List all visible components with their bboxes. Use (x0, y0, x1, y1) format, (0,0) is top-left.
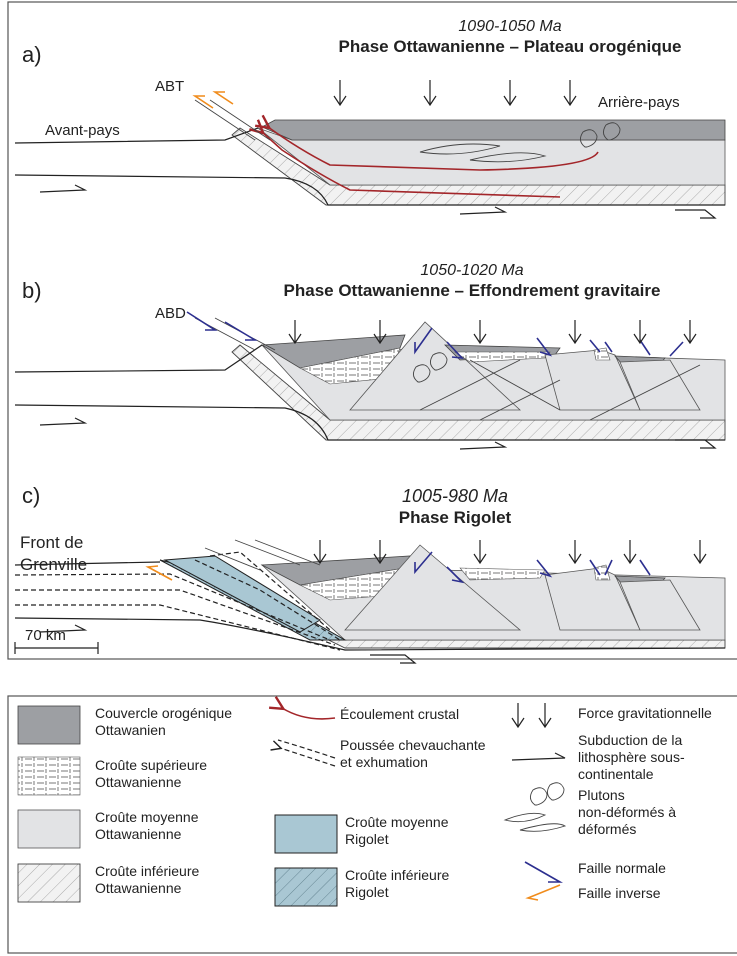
scale-label: 70 km (25, 627, 66, 644)
swatch (18, 757, 80, 795)
gravity-arrow (624, 540, 636, 563)
upper-crust (594, 565, 610, 580)
gravity-arrow (424, 80, 436, 105)
annotation: ABT (155, 78, 184, 95)
legend-label: Croûte supérieure (95, 757, 207, 773)
legend-label: déformés (578, 821, 636, 837)
annotation: Front de (20, 533, 83, 552)
gravity-arrow (334, 80, 346, 105)
swatch (525, 862, 560, 882)
swatch (512, 753, 565, 760)
legend-label: Couvercle orogénique (95, 705, 232, 721)
swatch (275, 868, 337, 906)
swatch (530, 783, 564, 805)
swatch (278, 740, 335, 766)
legend-label: Croûte moyenne (345, 814, 449, 830)
legend-label: Croûte inférieure (345, 867, 449, 883)
annotation: ABD (155, 305, 186, 322)
legend-label: Écoulement crustal (340, 706, 459, 722)
gravity-arrow (512, 703, 524, 727)
legend-label: Ottawanienne (95, 880, 182, 896)
annotation: Arrière-pays (598, 94, 680, 111)
swatch (282, 708, 335, 719)
legend-label: Plutons (578, 787, 625, 803)
foreland-line (15, 345, 262, 372)
panel-label: b) (22, 278, 42, 303)
panel-title: Phase Ottawanienne – Effondrement gravit… (284, 281, 661, 300)
panel-label: c) (22, 483, 40, 508)
swatch (275, 815, 337, 853)
legend-label: et exhumation (340, 754, 428, 770)
panel-age: 1050-1020 Ma (420, 262, 523, 279)
gravity-arrow (569, 540, 581, 563)
reverse-fault-arrow (148, 566, 172, 580)
gravity-arrow (289, 320, 301, 343)
upper-crust (460, 568, 545, 580)
panel-label: a) (22, 42, 42, 67)
gravity-arrow (474, 320, 486, 343)
gravity-arrow (564, 80, 576, 105)
gravity-arrow (314, 540, 326, 563)
legend-label: continentale (578, 766, 654, 782)
reverse-fault-arrow (195, 92, 233, 108)
legend-label: Croûte inférieure (95, 863, 199, 879)
panel-title: Phase Ottawanienne – Plateau orogénique (339, 37, 682, 56)
legend-label: Ottawanien (95, 722, 166, 738)
legend-label: Ottawanienne (95, 826, 182, 842)
legend-label: Rigolet (345, 884, 389, 900)
legend-label: Croûte moyenne (95, 809, 199, 825)
gravity-arrow (569, 320, 581, 343)
legend-label: Ottawanienne (95, 774, 182, 790)
panel-age: 1005-980 Ma (402, 486, 508, 506)
gravity-arrow (539, 703, 551, 727)
panel-c (15, 540, 725, 663)
gravity-arrow (504, 80, 516, 105)
upper-crust (594, 348, 610, 360)
legend-label: Rigolet (345, 831, 389, 847)
swatch (528, 885, 560, 900)
orogenic-lid (262, 120, 725, 140)
annotation: Avant-pays (45, 122, 120, 139)
gravity-arrow (694, 540, 706, 563)
legend-label: Subduction de la (578, 732, 683, 748)
swatch (18, 810, 80, 848)
legend-label: non-déformés à (578, 804, 676, 820)
gravity-arrow (474, 540, 486, 563)
swatch (18, 864, 80, 902)
annotation: Grenville (20, 555, 87, 574)
panel-title: Phase Rigolet (399, 508, 512, 527)
legend-label: Poussée chevauchante (340, 737, 486, 753)
gravity-arrow (684, 320, 696, 343)
swatch (18, 706, 80, 744)
swatch (505, 813, 565, 831)
legend-label: Force gravitationnelle (578, 705, 712, 721)
panel-b (15, 312, 725, 449)
legend-label: Faille normale (578, 860, 666, 876)
legend-label: Faille inverse (578, 885, 661, 901)
legend-label: lithosphère sous- (578, 749, 685, 765)
gravity-arrow (634, 320, 646, 343)
figure: a) 1090-1050 Ma Phase Ottawanienne – Pla… (0, 0, 737, 956)
panel-age: 1090-1050 Ma (458, 18, 561, 35)
